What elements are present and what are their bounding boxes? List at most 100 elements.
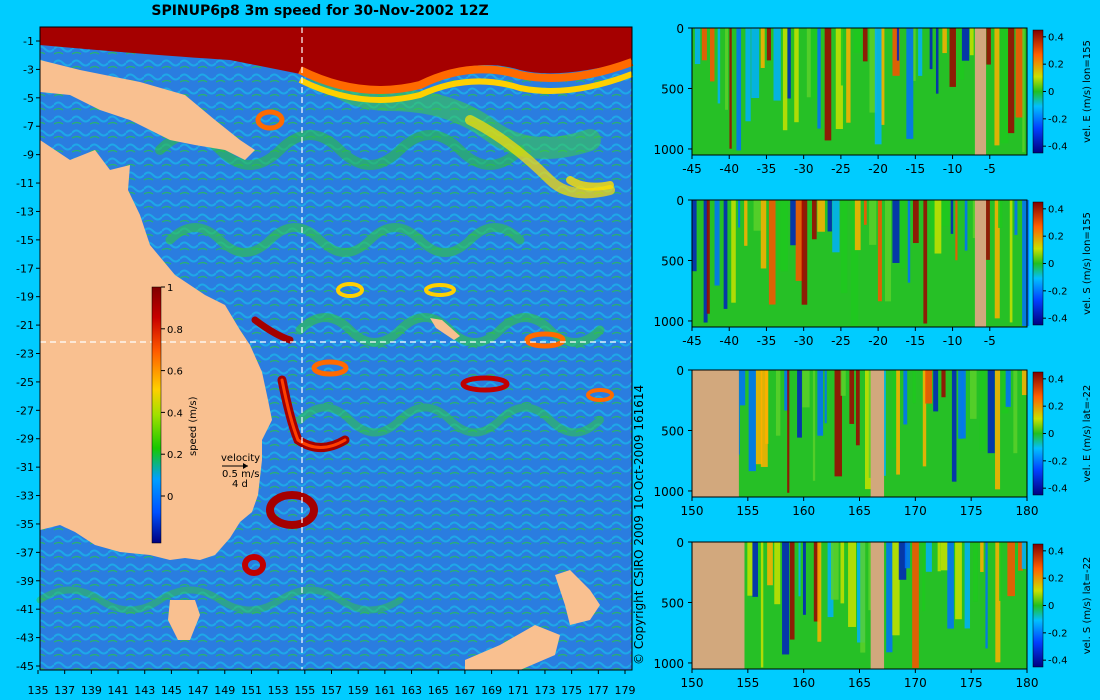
- velocity-stripe: [929, 28, 933, 70]
- velocity-stripe: [942, 28, 947, 54]
- velocity-stripe: [958, 28, 965, 80]
- velocity-stripe: [827, 542, 834, 618]
- lon-tick-label: 149: [214, 684, 235, 697]
- velocity-stripe: [797, 370, 802, 438]
- velocity-stripe: [840, 200, 848, 294]
- velocity-stripe: [811, 200, 817, 240]
- lat-tick-label: -45: [16, 660, 34, 673]
- velocity-colorbar: [1032, 201, 1044, 326]
- velocity-stripe: [827, 200, 832, 232]
- section-x-tick-label: 155: [736, 676, 759, 690]
- velocity-stripe: [994, 28, 1000, 146]
- velocity-stripe: [784, 370, 789, 411]
- velocity-stripe: [812, 370, 816, 481]
- section-x-tick-label: -20: [868, 334, 888, 348]
- velocity-colorbar-tick-label: -0.2: [1048, 456, 1068, 467]
- velocity-stripe: [925, 542, 932, 572]
- velocity-colorbar-tick-label: 0.2: [1048, 60, 1064, 71]
- new-zealand-south: [465, 625, 560, 670]
- lat-tick-label: -31: [16, 461, 34, 474]
- section-x-tick-label: -35: [757, 162, 777, 176]
- lat-tick-label: -37: [16, 546, 34, 559]
- lat-tick-label: -11: [16, 177, 34, 190]
- land-mask: [692, 542, 745, 669]
- velocity-stripe: [869, 200, 877, 245]
- section-x-tick-label: -15: [906, 162, 926, 176]
- section-y-tick-label: 0: [676, 22, 684, 36]
- land-mask: [692, 370, 739, 497]
- velocity-stripe: [973, 542, 978, 602]
- velocity-stripe: [774, 542, 781, 605]
- section-panel-1: -45 -40 -35 -30 -25 -20 -15 -10 -5 0 500 1000 0.4 0.2…: [653, 22, 1093, 176]
- velocity-stripe: [824, 370, 827, 424]
- velocity-stripe: [913, 28, 916, 81]
- velocity-stripe: [787, 28, 791, 99]
- velocity-stripe: [1009, 200, 1013, 323]
- velocity-stripe: [955, 200, 958, 261]
- speed-map: -1 -3 -5 -7 -9 -11 -13 -15 -17 -19 -21 -23 -25 -27 -29…: [16, 26, 636, 697]
- velocity-colorbar-tick-label: 0.4: [1048, 204, 1064, 215]
- velocity-stripe: [1013, 370, 1018, 454]
- velocity-stripe: [994, 200, 1000, 319]
- section-x-tick-label: 160: [792, 676, 815, 690]
- lat-tick-label: -23: [16, 348, 34, 361]
- velocity-stripe: [1022, 28, 1025, 153]
- section-x-tick-label: -15: [906, 334, 926, 348]
- section-panel-3: 150 155 160 165 170 175 180 0 500 1000 0.4 0.2 0 -0.2…: [653, 364, 1093, 518]
- velocity-stripe: [817, 370, 824, 436]
- velocity-stripe: [725, 28, 728, 110]
- velocity-stripe: [865, 370, 872, 490]
- section-y-tick-label: 500: [661, 82, 684, 96]
- velocity-scale: 0.5 m/s: [222, 469, 259, 480]
- velocity-stripe: [694, 28, 701, 65]
- velocity-stripe: [1005, 370, 1011, 407]
- speed-colorbar: [151, 286, 162, 544]
- map-frame: [39, 26, 633, 671]
- velocity-stripe: [714, 200, 720, 286]
- east-australian-current: [242, 109, 614, 576]
- velocity-stripe: [923, 200, 928, 324]
- velocity-stripe: [782, 28, 788, 131]
- velocity-stripe: [777, 200, 781, 270]
- velocity-colorbar-tick-label: -0.4: [1048, 656, 1068, 667]
- lon-tick-label: 157: [321, 684, 342, 697]
- velocity-stripe: [840, 542, 845, 604]
- velocity-stripe: [969, 28, 974, 56]
- section-x-tick-label: -25: [831, 334, 851, 348]
- velocity-stripe: [709, 28, 715, 82]
- velocity-stripe: [964, 200, 968, 251]
- section-y-tick-label: 1000: [653, 143, 684, 157]
- velocity-stripe: [995, 542, 1001, 663]
- velocity-stripe: [775, 370, 781, 436]
- velocity-stripe: [869, 28, 877, 113]
- speed-colorbar-tick-label: 0.8: [167, 325, 183, 336]
- velocity-stripe: [760, 542, 764, 668]
- lon-tick-label: 163: [401, 684, 422, 697]
- velocity-stripe: [958, 370, 963, 439]
- speed-colorbar-label: speed (m/s): [188, 396, 199, 456]
- north-current: [40, 27, 632, 89]
- section-x-tick-label: -30: [794, 162, 814, 176]
- section-panel-2: -45 -40 -35 -30 -25 -20 -15 -10 -5 0 500 1000 0.4 0.2…: [653, 194, 1093, 348]
- section-x-tick-label: 175: [960, 504, 983, 518]
- section-x-tick-label: 155: [736, 504, 759, 518]
- new-caledonia: [430, 318, 460, 340]
- velocity-stripe: [806, 28, 811, 98]
- velocity-colorbar-tick-label: 0: [1048, 87, 1054, 98]
- velocity-stripe: [979, 370, 986, 451]
- velocity-stripe: [955, 542, 962, 620]
- velocity-stripe: [780, 200, 788, 272]
- velocity-stripe: [999, 542, 1003, 601]
- velocity-stripe: [986, 28, 991, 65]
- new-zealand-north: [555, 570, 600, 625]
- velocity-stripe: [703, 200, 708, 323]
- lat-tick-label: -3: [23, 63, 34, 76]
- lon-tick-label: 153: [268, 684, 289, 697]
- velocity-stripe: [760, 28, 765, 68]
- section-x-tick-label: 175: [960, 676, 983, 690]
- section-y-tick-label: 0: [676, 194, 684, 208]
- velocity-stripe: [817, 200, 825, 232]
- section-x-tick-label: -40: [719, 162, 739, 176]
- velocity-stripe: [885, 200, 892, 302]
